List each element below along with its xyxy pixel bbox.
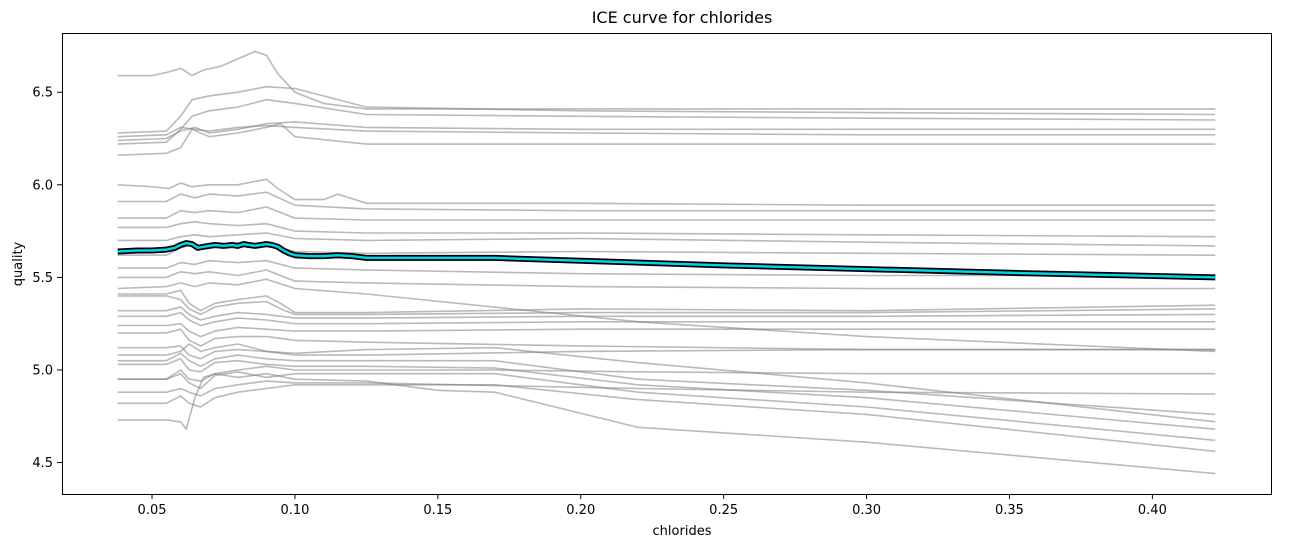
ice-curve-25 [117, 357, 1216, 430]
x-tick-label: 0.25 [709, 503, 738, 518]
x-axis: 0.05 0.10 0.15 0.20 0.25 0.30 0.35 0.40 [138, 494, 1167, 518]
ice-curve-22 [117, 345, 1216, 360]
y-axis: 4.5 5.0 5.5 6.0 6.5 [32, 86, 62, 471]
ice-curve-15 [117, 278, 1216, 353]
ice-curve-18 [117, 306, 1216, 321]
ice-curve-19 [117, 311, 1216, 327]
ice-curve-8 [117, 191, 1216, 212]
ice-curve-17 [117, 295, 1216, 316]
ice-curve-21 [117, 328, 1216, 351]
x-tick-label: 0.30 [852, 503, 881, 518]
ice-curve-9 [117, 206, 1216, 221]
x-tick-label: 0.40 [1138, 503, 1167, 518]
ice-curve-28 [117, 380, 1216, 397]
plot-frame [62, 33, 1272, 495]
ice-curve-20 [117, 322, 1216, 338]
ice-curve-11 [117, 232, 1216, 247]
y-tick-label: 4.5 [32, 456, 53, 471]
ice-curve-2 [117, 85, 1216, 134]
y-tick-label: 6.5 [32, 86, 53, 101]
ice-curve-1 [117, 50, 1216, 110]
average-curve [117, 241, 1216, 279]
ice-curve-27 [117, 365, 1216, 382]
ice-curve-5 [117, 124, 1216, 138]
y-axis-label: quality [11, 241, 26, 286]
ice-curve-13 [117, 259, 1216, 277]
y-tick-label: 5.5 [32, 271, 53, 286]
y-tick-label: 5.0 [32, 363, 53, 378]
x-axis-label: chlorides [653, 524, 712, 539]
ice-curve-7 [117, 178, 1216, 206]
average-curve-group [117, 240, 1216, 281]
x-tick-label: 0.10 [280, 503, 309, 518]
y-tick-label: 6.0 [32, 178, 53, 193]
ice-curve-10 [117, 221, 1216, 238]
x-tick-label: 0.05 [138, 503, 167, 518]
ice-curve-23 [117, 343, 1216, 423]
ice-curve-29 [117, 383, 1216, 453]
ice-curve-16 [117, 289, 1216, 314]
ice-curve-14 [117, 269, 1216, 290]
x-tick-label: 0.15 [423, 503, 452, 518]
ice-curve-24 [117, 352, 1216, 416]
average-curve-outline [117, 240, 1216, 281]
chart-title: ICE curve for chlorides [592, 8, 773, 27]
x-tick-label: 0.35 [995, 503, 1024, 518]
ice-curve-30 [117, 372, 1216, 475]
ice-curve-6 [117, 122, 1216, 156]
ice-curve-26 [117, 370, 1216, 442]
x-tick-label: 0.20 [566, 503, 595, 518]
